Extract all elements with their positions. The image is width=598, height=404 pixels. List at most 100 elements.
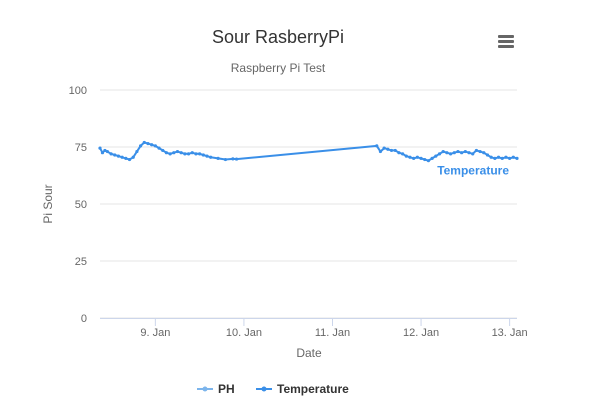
data-point <box>463 149 467 154</box>
x-tick-label: 9. Jan <box>140 327 170 339</box>
legend-label: Temperature <box>277 382 349 396</box>
data-point <box>231 157 235 161</box>
data-point <box>496 155 501 159</box>
data-point <box>205 154 209 158</box>
data-point <box>386 147 390 151</box>
legend-marker-icon <box>202 386 208 392</box>
data-point <box>103 148 107 153</box>
data-point <box>489 155 493 159</box>
data-point <box>168 152 172 156</box>
data-point <box>401 152 405 156</box>
data-point <box>186 152 191 156</box>
y-axis-ticks: 0 25 50 75 100 <box>69 85 87 325</box>
data-point <box>423 157 427 162</box>
data-point <box>478 149 482 154</box>
data-point <box>508 156 512 160</box>
data-point <box>131 155 135 159</box>
data-point <box>419 156 423 160</box>
data-point <box>190 151 194 155</box>
data-point <box>109 152 113 156</box>
data-point <box>408 155 412 159</box>
data-point <box>397 151 401 155</box>
series-label: Temperature <box>437 163 509 177</box>
y-tick-label: 0 <box>81 313 87 325</box>
data-point <box>153 144 157 148</box>
data-point <box>504 155 508 159</box>
grid-lines <box>100 89 517 319</box>
data-point <box>393 148 397 153</box>
data-point <box>456 149 460 154</box>
data-point <box>378 149 383 154</box>
data-point <box>146 141 150 146</box>
data-point <box>175 149 180 154</box>
data-point <box>98 146 102 150</box>
data-point <box>105 149 109 154</box>
data-point <box>172 151 176 155</box>
data-point <box>389 148 394 153</box>
data-point <box>426 159 431 163</box>
data-point <box>183 152 187 156</box>
legend-item-ph[interactable]: PH <box>197 382 235 396</box>
data-point <box>404 154 408 158</box>
y-axis-title: Pi Sour <box>41 184 55 223</box>
y-tick-label: 100 <box>69 85 87 97</box>
data-point <box>430 156 434 160</box>
data-point <box>116 154 121 158</box>
data-point <box>113 153 117 157</box>
data-point <box>161 148 165 153</box>
data-point <box>375 144 379 148</box>
data-point <box>127 157 132 162</box>
legend: PH Temperature <box>197 382 349 396</box>
data-point <box>511 155 515 159</box>
x-axis-title: Date <box>296 346 322 360</box>
y-tick-label: 50 <box>75 199 87 211</box>
data-point <box>482 151 486 155</box>
data-point <box>437 152 442 156</box>
chart-subtitle: Raspberry Pi Test <box>231 61 326 75</box>
data-point <box>138 144 143 148</box>
data-point <box>485 153 490 157</box>
data-point <box>412 156 416 160</box>
data-point <box>157 146 161 150</box>
x-tick-label: 10. Jan <box>226 327 262 339</box>
data-point <box>164 151 169 155</box>
data-point <box>415 155 419 159</box>
x-tick-label: 12. Jan <box>403 327 439 339</box>
data-point <box>142 140 146 145</box>
data-point <box>209 155 213 159</box>
data-point <box>223 157 228 162</box>
data-point <box>452 151 456 155</box>
data-point <box>460 151 464 155</box>
data-point <box>445 151 449 155</box>
data-point <box>493 156 497 160</box>
y-tick-label: 25 <box>75 256 87 268</box>
data-point <box>467 151 471 155</box>
series-temperature: Temperature <box>98 140 519 177</box>
data-point <box>194 152 198 156</box>
data-point <box>100 151 105 155</box>
legend-marker-icon <box>261 386 267 392</box>
data-point <box>150 143 154 147</box>
chart-title: Sour RasberryPi <box>212 27 344 47</box>
data-point <box>124 156 128 160</box>
data-point <box>515 156 519 160</box>
x-tick-label: 13. Jan <box>492 327 528 339</box>
data-point <box>474 148 479 153</box>
data-point <box>198 152 202 156</box>
data-point <box>201 153 205 157</box>
data-point <box>216 156 220 160</box>
data-point <box>120 155 124 159</box>
data-point <box>234 157 239 161</box>
x-tick-label: 11. Jan <box>315 327 350 339</box>
legend-item-temperature[interactable]: Temperature <box>256 382 349 396</box>
data-point <box>434 154 438 158</box>
data-point <box>448 152 453 156</box>
data-point <box>135 149 139 154</box>
hamburger-menu-icon[interactable] <box>493 30 519 52</box>
data-point <box>382 146 386 150</box>
data-point <box>441 149 445 154</box>
series-layer: Temperature <box>98 140 519 177</box>
data-point <box>471 152 475 156</box>
data-point <box>179 151 183 155</box>
